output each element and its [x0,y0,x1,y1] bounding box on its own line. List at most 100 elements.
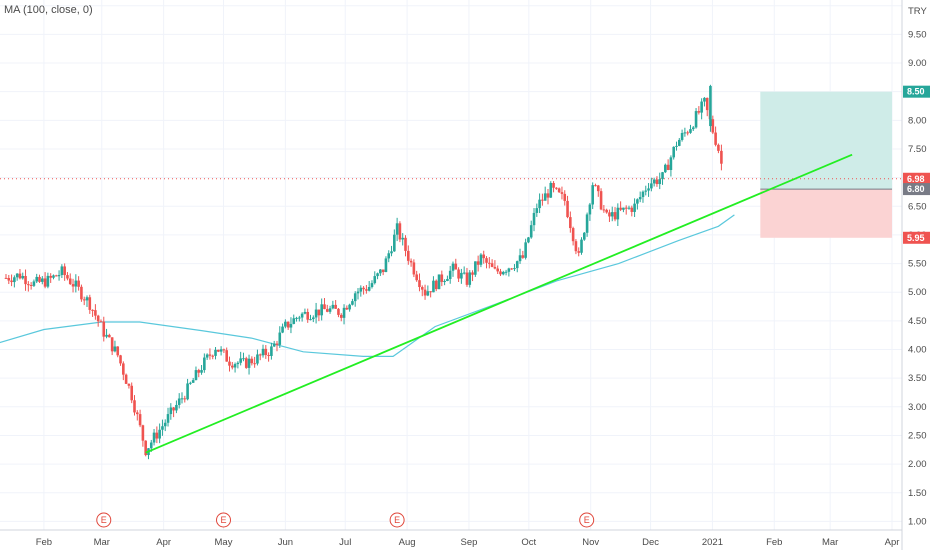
candle-body [228,361,231,366]
candle-body [331,304,335,309]
candle-body [172,407,175,411]
price-tag [903,172,930,185]
candle-body [384,258,388,273]
candle-body [15,273,19,278]
price-tag-label: 6.80 [907,184,925,194]
candle-body [627,207,631,209]
candle-body [521,255,525,258]
candle-body [124,374,128,384]
candle-body [610,212,614,217]
candle-body [703,97,706,102]
candle-body [244,358,248,368]
candle-body [711,119,715,133]
candle-body [119,355,122,364]
candle-body [108,334,111,338]
candle-body [641,191,645,198]
candle-body [373,276,377,284]
price-tick-label: 6.50 [908,201,927,212]
candle-body [49,275,52,278]
candle-body [63,266,66,276]
candle-body [507,268,511,272]
candle-body [398,223,402,240]
candle-body [66,275,69,279]
price-tick-label: 3.50 [908,373,927,384]
candle-body [272,343,276,347]
candle-body [306,311,310,320]
candle-body [99,321,103,323]
candle-body [194,370,198,381]
candle-body [532,212,536,226]
candle-body [105,334,108,337]
candle-body [689,129,692,133]
candle-body [501,271,505,275]
candle-body [258,354,262,356]
candle-body [471,272,474,275]
candle-body [94,310,97,316]
candle-body [230,365,234,368]
candle-body [515,261,519,269]
candle-body [624,207,628,209]
time-tick-label: Apr [156,537,171,548]
ma-line [0,214,735,357]
time-tick-label: Mar [94,537,110,548]
candle-body [133,400,136,413]
candle-body [323,304,326,310]
candle-body [616,207,620,220]
time-tick-label: Sep [461,537,478,548]
candle-body [652,179,656,184]
candle-body [655,179,659,185]
candle-body [429,291,432,293]
price-tick-label: 2.50 [908,430,927,441]
candle-body [460,272,463,279]
candle-body [267,355,270,357]
candle-body [669,157,673,170]
candle-body [423,289,427,296]
candle-body [569,217,572,229]
time-tick-label: Feb [766,537,782,548]
candle-body [320,304,323,316]
earnings-event-label: E [101,515,107,525]
candle-body [82,299,86,301]
candle-body [233,364,237,368]
candle-body [390,251,393,254]
candle-body [359,287,363,292]
candle-body [580,239,583,253]
candle-body [46,275,50,287]
candle-body [638,197,642,200]
price-tick-label: 3.00 [908,402,927,413]
candle-body [677,139,681,146]
price-tick-label: 1.00 [908,516,927,527]
ma-indicator-label[interactable]: MA (100, close, 0) [4,4,93,16]
candle-body [325,309,329,312]
candle-body [443,280,446,282]
candle-body [381,269,385,273]
candle-body [91,309,94,311]
candle-body [161,426,164,430]
candle-body [367,286,371,291]
candle-body [404,237,407,251]
candle-body [650,183,653,189]
candle-body [376,273,379,277]
earnings-event-icon [389,512,405,528]
candle-body [334,304,337,309]
time-tick-label: Oct [521,537,536,548]
candle-body [351,301,354,305]
candle-body [314,309,318,318]
price-tick-label: 1.50 [908,488,927,499]
candle-body [281,326,284,333]
time-tick-label: May [215,537,233,548]
candle-body [242,358,245,360]
candle-body [88,297,92,310]
candle-body [608,212,611,217]
earnings-event-label: E [394,515,400,525]
candle-body [163,422,167,427]
price-tag-label: 8.50 [907,87,925,97]
candle-body [451,263,455,271]
candle-body [278,332,282,345]
candle-body [183,398,187,400]
earnings-event-label: E [584,515,590,525]
candle-body [379,269,382,274]
candle-body [275,343,279,345]
candle-body [680,133,684,140]
